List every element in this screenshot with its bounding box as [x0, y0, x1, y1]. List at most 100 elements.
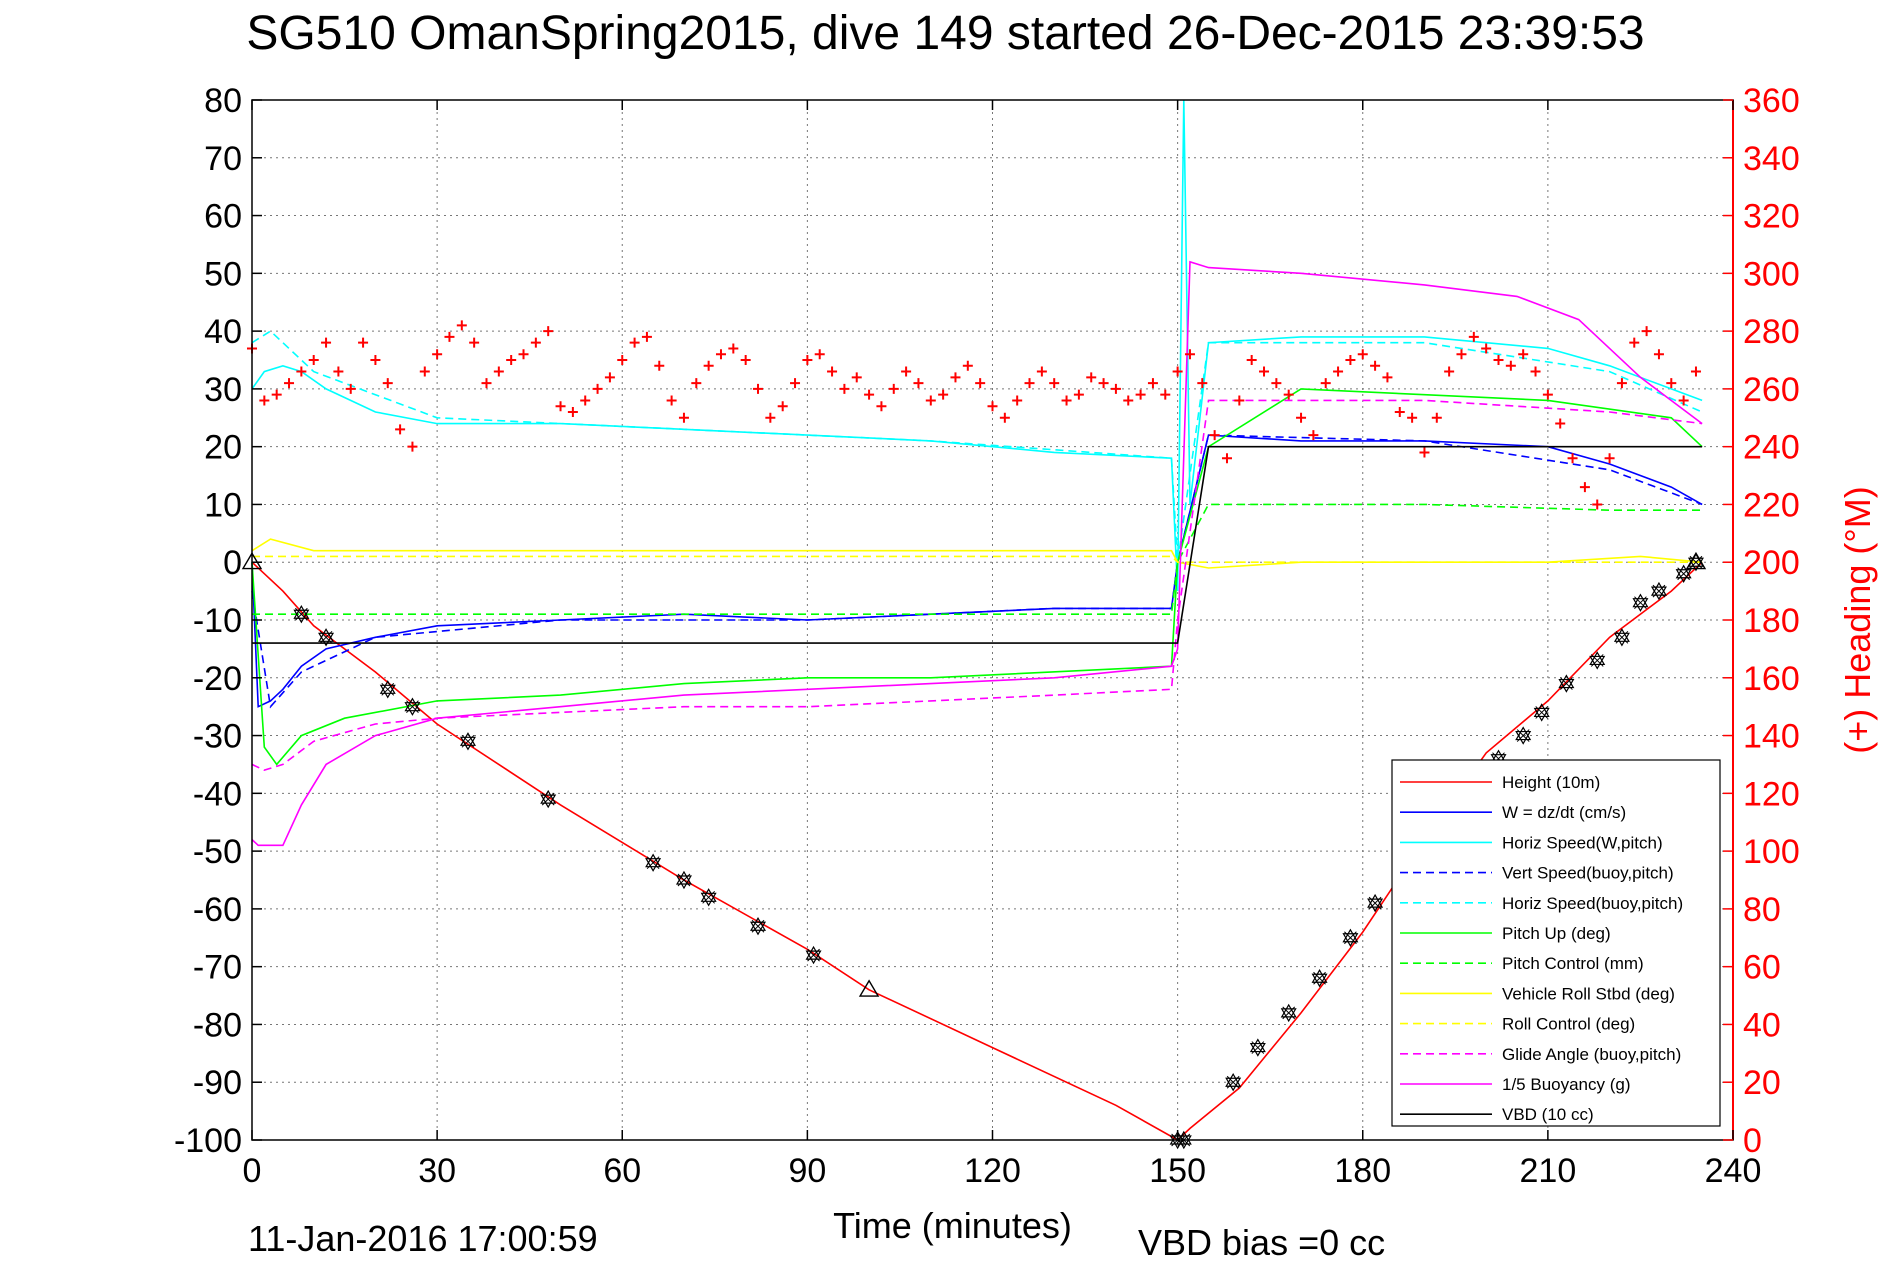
heading-point	[1678, 395, 1689, 406]
position-marker	[459, 732, 476, 751]
series-line-10	[251, 260, 1703, 847]
position-marker	[293, 605, 310, 624]
legend-entry-6: Pitch Control (mm)	[1502, 954, 1644, 973]
marker-cross	[807, 948, 820, 962]
y-tick-label: 50	[204, 255, 242, 293]
y-tick-label: 40	[204, 313, 242, 351]
heading-point	[962, 360, 973, 371]
position-marker	[750, 917, 767, 936]
x-axis-label: Time (minutes)	[833, 1205, 1072, 1246]
heading-point	[691, 378, 702, 389]
marker-triangle-down	[1515, 730, 1532, 745]
heading-layer	[247, 320, 1701, 510]
position-marker	[1589, 651, 1606, 670]
marker-triangle-up	[1249, 1038, 1266, 1053]
series-line-11	[252, 445, 1703, 644]
heading-point	[321, 337, 332, 348]
marker-triangle-down	[645, 858, 662, 872]
y2-tick-label: 320	[1743, 198, 1800, 236]
legend-entry-3: Vert Speed(buoy,pitch)	[1502, 864, 1674, 883]
marker-triangle-up	[1632, 593, 1649, 608]
position-marker	[1515, 726, 1532, 745]
heading-point	[419, 366, 430, 377]
marker-triangle-down	[379, 684, 396, 699]
heading-point	[506, 355, 517, 365]
heading-point	[1431, 412, 1442, 423]
heading-point	[1505, 360, 1516, 371]
position-marker	[1675, 564, 1692, 583]
y2-tick-label: 280	[1743, 313, 1800, 351]
marker-cross	[1251, 1041, 1265, 1054]
legend-entry-0: Height (10m)	[1502, 773, 1600, 792]
y2-tick-label: 20	[1743, 1064, 1781, 1102]
marker-cross	[319, 630, 333, 644]
position-marker	[1558, 674, 1575, 693]
marker-triangle-up	[318, 628, 335, 642]
position-marker	[404, 697, 421, 716]
marker-triangle-up	[1533, 703, 1550, 718]
heading-point	[444, 331, 455, 342]
y-tick-label: -90	[193, 1064, 242, 1102]
heading-point	[1542, 389, 1553, 400]
position-marker	[1311, 969, 1328, 988]
position-marker	[1613, 628, 1630, 647]
series-line-4	[251, 330, 1703, 563]
heading-point	[567, 407, 578, 417]
marker-triangle-down	[1650, 586, 1667, 601]
y-tick-label: 60	[204, 198, 242, 236]
heading-point	[1234, 395, 1245, 406]
y-tick-label: 30	[204, 371, 242, 409]
heading-point	[345, 383, 356, 394]
heading-point	[456, 320, 467, 331]
y2-tick-label: 160	[1743, 660, 1800, 698]
marker-cross	[751, 919, 765, 933]
y2-tick-label: 80	[1743, 891, 1781, 929]
x-tick-label: 30	[418, 1152, 456, 1190]
legend-entry-9: Glide Angle (buoy,pitch)	[1502, 1045, 1681, 1064]
heading-point	[851, 372, 862, 383]
marker-triangle-down	[1367, 898, 1384, 913]
y-tick-label: 80	[204, 82, 242, 120]
heading-point	[604, 372, 615, 383]
heading-point	[1444, 366, 1455, 377]
heading-point	[518, 349, 529, 360]
marker-cross	[1615, 630, 1629, 644]
heading-point	[1555, 418, 1566, 429]
heading-point	[864, 389, 875, 400]
marker-triangle-down	[540, 794, 557, 809]
series-line-8	[252, 555, 1703, 563]
heading-point	[1481, 343, 1492, 354]
heading-point	[839, 383, 850, 394]
y-tick-label: 10	[204, 486, 242, 524]
position-marker	[1650, 581, 1667, 601]
y2-tick-label: 40	[1743, 1006, 1781, 1044]
legend: Height (10m) W = dz/dt (cm/s) Horiz Speed(…	[1391, 759, 1721, 1127]
marker-triangle-up	[1342, 928, 1359, 943]
y2-tick-label: 0	[1743, 1122, 1762, 1160]
heading-point	[987, 401, 998, 412]
position-marker	[1533, 703, 1550, 722]
marker-cross	[1677, 567, 1690, 581]
position-marker	[1632, 593, 1649, 612]
marker-triangle-down	[1613, 632, 1630, 647]
marker-triangle-down	[318, 632, 335, 647]
y-tick-label: -20	[193, 660, 242, 698]
heading-point	[1604, 453, 1615, 464]
marker-cross	[1689, 555, 1703, 569]
y-tick-label: -100	[174, 1122, 242, 1160]
heading-point	[913, 378, 924, 389]
triangle-marker	[1685, 551, 1707, 570]
x-tick-label: 120	[964, 1152, 1021, 1190]
y2-axis-label: (+) Heading (°M)	[1837, 486, 1878, 753]
marker-triangle-down	[293, 609, 310, 624]
marker-cross	[1560, 677, 1573, 690]
heading-point	[382, 378, 393, 389]
marker-triangle-up	[750, 917, 767, 931]
heading-point	[938, 389, 949, 400]
marker-triangle-down	[1687, 557, 1704, 572]
legend-entry-8: Roll Control (deg)	[1502, 1015, 1635, 1034]
series-line-6	[252, 503, 1703, 615]
heading-point	[617, 355, 628, 365]
marker-triangle-down	[1632, 598, 1649, 612]
y2-tick-label: 180	[1743, 602, 1800, 640]
